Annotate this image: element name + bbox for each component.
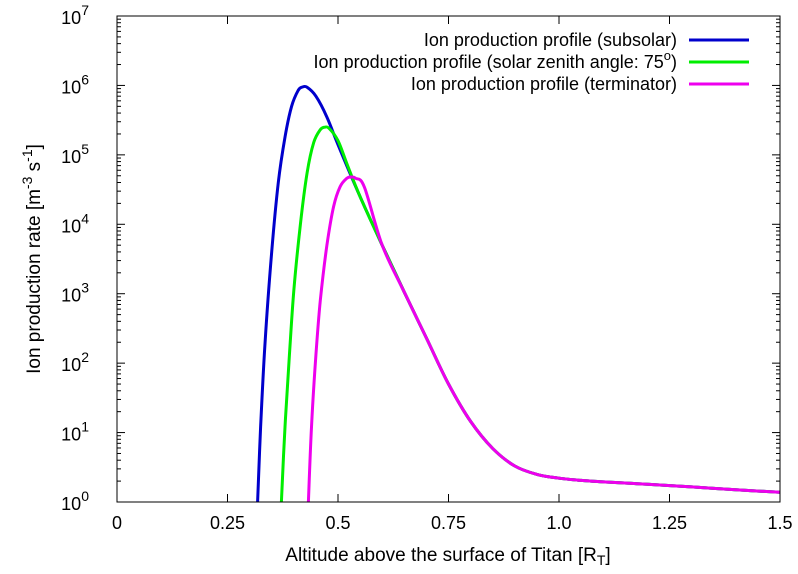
legend: Ion production profile (subsolar) Ion pr… bbox=[314, 30, 749, 94]
y-tick-label: 107 bbox=[61, 2, 89, 28]
x-tick-label: 0.75 bbox=[431, 513, 466, 533]
series-group bbox=[256, 84, 781, 503]
x-axis-ticks: 0 0.25 0.5 0.75 1.0 1.25 1.5 bbox=[112, 16, 793, 533]
x-axis-label: Altitude above the surface of Titan [RT] bbox=[285, 545, 610, 568]
x-tick-label: 1.0 bbox=[546, 513, 571, 533]
series-line-subsolar bbox=[256, 84, 781, 503]
x-tick-label: 1.5 bbox=[767, 513, 792, 533]
series-line-zenith-75 bbox=[279, 125, 781, 503]
series-line-terminator bbox=[306, 175, 781, 503]
legend-label-zenith-75: Ion production profile (solar zenith ang… bbox=[314, 48, 677, 72]
y-tick-label: 100 bbox=[61, 488, 89, 514]
y-tick-label: 104 bbox=[61, 210, 89, 236]
x-tick-label: 1.25 bbox=[652, 513, 687, 533]
y-tick-label: 103 bbox=[61, 280, 89, 306]
y-tick-label: 105 bbox=[61, 141, 89, 167]
x-tick-label: 0.5 bbox=[325, 513, 350, 533]
x-tick-label: 0 bbox=[112, 513, 122, 533]
y-tick-label: 101 bbox=[61, 419, 89, 445]
y-tick-label: 102 bbox=[61, 349, 89, 375]
y-tick-label: 106 bbox=[61, 71, 89, 97]
y-axis-label: Ion production rate [m-3 s-1] bbox=[19, 144, 45, 374]
x-tick-label: 0.25 bbox=[210, 513, 245, 533]
y-axis-ticks: 100 101 102 103 104 105 106 107 bbox=[61, 2, 780, 514]
legend-label-terminator: Ion production profile (terminator) bbox=[411, 74, 677, 94]
legend-label-subsolar: Ion production profile (subsolar) bbox=[424, 30, 677, 50]
